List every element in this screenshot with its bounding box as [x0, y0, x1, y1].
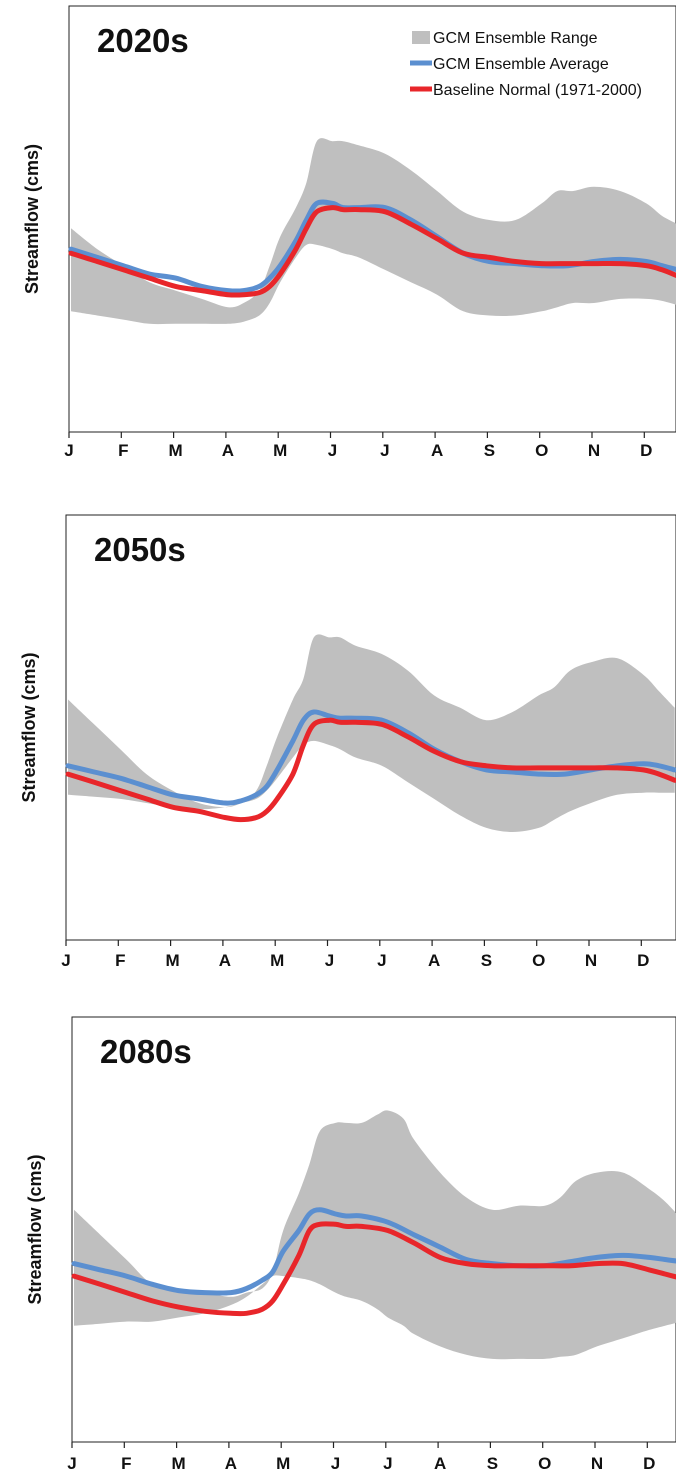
legend-label: GCM Ensemble Average	[433, 56, 609, 73]
x-tick-label: D	[640, 441, 652, 460]
chart-panel-1: J F M A M J J A S O N D 2020s Streamflow (cms) GCM Ens…	[22, 5, 676, 460]
x-tick-label: M	[166, 951, 180, 970]
x-tick-label: A	[428, 951, 440, 970]
chart-title: 2020s	[97, 22, 189, 59]
plot-frame	[68, 5, 676, 433]
legend-swatch-range	[412, 31, 430, 44]
x-tick-label: J	[64, 441, 73, 460]
x-tick-label: N	[588, 441, 600, 460]
y-axis-label: Streamflow (cms)	[25, 1154, 45, 1304]
x-tick-label: J	[67, 1454, 76, 1473]
x-tick-label: J	[383, 1454, 392, 1473]
x-tick-label: M	[273, 441, 287, 460]
legend-label: Baseline Normal (1971-2000)	[433, 82, 642, 99]
baseline-normal-line	[65, 717, 676, 823]
chart-panel-3: J F M A M J J A S O N D 2080s Streamflow (cms)	[25, 1016, 676, 1473]
x-tick-label: J	[331, 1454, 340, 1473]
chart-title: 2050s	[94, 531, 186, 568]
x-tick-label: M	[172, 1454, 186, 1473]
x-tick-label: M	[169, 441, 183, 460]
x-tick-label: F	[121, 1454, 131, 1473]
x-tick-label: D	[643, 1454, 655, 1473]
baseline-normal-line	[71, 1221, 676, 1317]
x-tick-label: O	[535, 441, 548, 460]
x-tick-label: A	[219, 951, 231, 970]
ensemble-range-band	[68, 634, 675, 832]
baseline-normal-line	[68, 205, 676, 298]
y-axis-label: Streamflow (cms)	[19, 652, 39, 802]
x-tick-label: N	[585, 951, 597, 970]
y-axis-label: Streamflow (cms)	[22, 144, 42, 294]
x-tick-label: F	[115, 951, 125, 970]
x-tick-label: F	[118, 441, 128, 460]
ensemble-range-band	[71, 138, 676, 325]
legend: GCM Ensemble Range GCM Ensemble Average Ba…	[410, 30, 642, 99]
x-tick-label: D	[637, 951, 649, 970]
x-tick-label: S	[481, 951, 492, 970]
legend-label: GCM Ensemble Range	[433, 30, 598, 47]
x-tick-label: J	[61, 951, 70, 970]
chart-title: 2080s	[100, 1033, 192, 1070]
plot-frame	[71, 1016, 676, 1443]
x-tick-label: A	[431, 441, 443, 460]
x-tick-label: O	[532, 951, 545, 970]
chart-panel-2: J F M A M J J A S O N D 2050s Streamflow (cms)	[19, 514, 676, 970]
x-tick-label: M	[276, 1454, 290, 1473]
ensemble-range-band	[74, 1110, 676, 1360]
x-tick-label: J	[325, 951, 334, 970]
x-tick-label: J	[380, 441, 389, 460]
x-tick-label: J	[377, 951, 386, 970]
plot-frame	[65, 514, 676, 941]
x-tick-label: A	[434, 1454, 446, 1473]
x-tick-label: A	[222, 441, 234, 460]
x-tick-label: S	[484, 441, 495, 460]
x-tick-label: S	[487, 1454, 498, 1473]
ensemble-average-line	[71, 1207, 676, 1296]
x-tick-label: M	[270, 951, 284, 970]
x-tick-label: N	[591, 1454, 603, 1473]
x-tick-label: O	[538, 1454, 551, 1473]
x-tick-label: J	[328, 441, 337, 460]
x-tick-label: A	[225, 1454, 237, 1473]
ensemble-average-line	[65, 709, 676, 806]
